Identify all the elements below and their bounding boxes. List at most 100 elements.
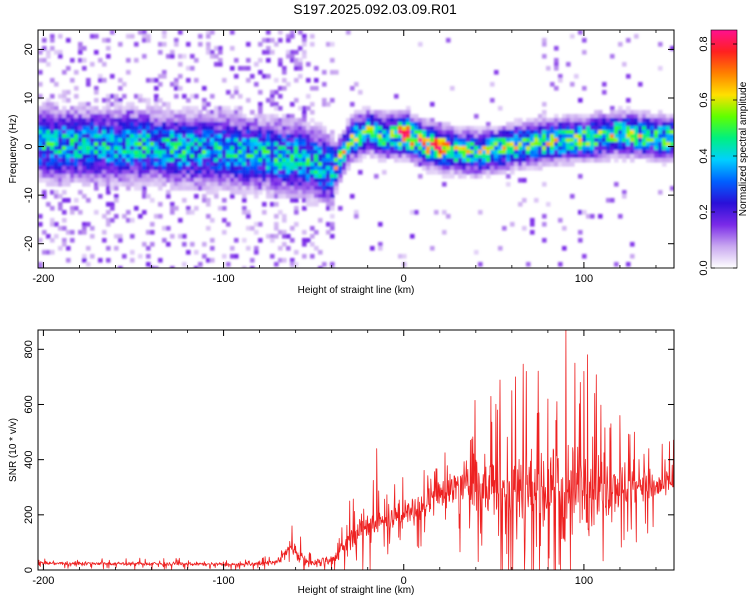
heatmap-cell [442, 134, 447, 139]
heatmap-cell [106, 170, 111, 175]
heatmap-cell [330, 154, 335, 159]
heatmap-cell [570, 114, 575, 119]
heatmap-cell [626, 98, 631, 103]
heatmap-cell [374, 134, 379, 139]
heatmap-cell [490, 98, 495, 103]
heatmap-cell [538, 150, 543, 155]
heatmap-cell [78, 158, 83, 163]
heatmap-cell [118, 110, 123, 115]
heatmap-cell [202, 86, 207, 91]
heatmap-cell [58, 194, 63, 199]
heatmap-cell [570, 154, 575, 159]
heatmap-cell [410, 122, 415, 127]
heatmap-cell [334, 190, 339, 195]
heatmap-cell [226, 222, 231, 227]
heatmap-cell [290, 174, 295, 179]
heatmap-cell [582, 50, 587, 55]
heatmap-cell [222, 170, 227, 175]
heatmap-cell [138, 150, 143, 155]
heatmap-cell [466, 154, 471, 159]
heatmap-cell [562, 138, 567, 143]
heatmap-cell [150, 114, 155, 119]
heatmap-cell [570, 34, 575, 39]
heatmap-cell [294, 142, 299, 147]
heatmap-cell [598, 214, 603, 219]
heatmap-cell [626, 38, 631, 43]
heatmap-cell [282, 134, 287, 139]
heatmap-cell [118, 86, 123, 91]
heatmap-cell [174, 182, 179, 187]
heatmap-cell [90, 138, 95, 143]
heatmap-cell [134, 126, 139, 131]
heatmap-cell [262, 134, 267, 139]
heatmap-cell [274, 190, 279, 195]
heatmap-cell [206, 142, 211, 147]
heatmap-cell [186, 150, 191, 155]
heatmap-cell [438, 130, 443, 135]
heatmap-cell [274, 90, 279, 95]
heatmap-cell [546, 118, 551, 123]
heatmap-cell [358, 90, 363, 95]
heatmap-cell [106, 258, 111, 263]
heatmap-cell [322, 142, 327, 147]
heatmap-cell [538, 158, 543, 163]
heatmap-cell [138, 94, 143, 99]
heatmap-cell [522, 198, 527, 203]
heatmap-cell [226, 166, 231, 171]
heatmap-cell [110, 178, 115, 183]
heatmap-cell [566, 134, 571, 139]
heatmap-cell [270, 194, 275, 199]
heatmap-cell [242, 66, 247, 71]
heatmap-cell [374, 114, 379, 119]
heatmap-cell [206, 118, 211, 123]
heatmap-cell [298, 166, 303, 171]
heatmap-cell [614, 126, 619, 131]
heatmap-cell [298, 178, 303, 183]
heatmap-cell [206, 134, 211, 139]
heatmap-cell [114, 118, 119, 123]
heatmap-cell [226, 90, 231, 95]
heatmap-cell [122, 126, 127, 131]
heatmap-cell [426, 130, 431, 135]
heatmap-cell [170, 110, 175, 115]
heatmap-cell [310, 194, 315, 199]
heatmap-cell [182, 122, 187, 127]
heatmap-cell [414, 118, 419, 123]
heatmap-cell [554, 122, 559, 127]
heatmap-cell [62, 142, 67, 147]
heatmap-cell [662, 122, 667, 127]
heatmap-cell [130, 166, 135, 171]
heatmap-cell [110, 30, 115, 35]
heatmap-cell [194, 118, 199, 123]
heatmap-cell [410, 142, 415, 147]
heatmap-cell [122, 94, 127, 99]
heatmap-cell [582, 126, 587, 131]
heatmap-cell [122, 106, 127, 111]
heatmap-cell [518, 158, 523, 163]
heatmap-cell [226, 110, 231, 115]
heatmap-cell [270, 142, 275, 147]
heatmap-cell [354, 126, 359, 131]
heatmap-cell [602, 122, 607, 127]
heatmap-cell [186, 114, 191, 119]
heatmap-cell [326, 182, 331, 187]
heatmap-cell [490, 126, 495, 131]
heatmap-cell [222, 126, 227, 131]
heatmap-cell [142, 182, 147, 187]
heatmap-cell [110, 182, 115, 187]
heatmap-cell [178, 146, 183, 151]
heatmap-cell [86, 134, 91, 139]
heatmap-cell [298, 30, 303, 35]
heatmap-cell [318, 162, 323, 167]
heatmap-cell [394, 134, 399, 139]
heatmap-cell [202, 106, 207, 111]
heatmap-cell [170, 234, 175, 239]
heatmap-cell [598, 150, 603, 155]
heatmap-cell [54, 110, 59, 115]
heatmap-cell [318, 126, 323, 131]
heatmap-cell [354, 146, 359, 151]
heatmap-cell [482, 158, 487, 163]
heatmap-cell [530, 158, 535, 163]
heatmap-cell [74, 174, 79, 179]
heatmap-cell [242, 138, 247, 143]
